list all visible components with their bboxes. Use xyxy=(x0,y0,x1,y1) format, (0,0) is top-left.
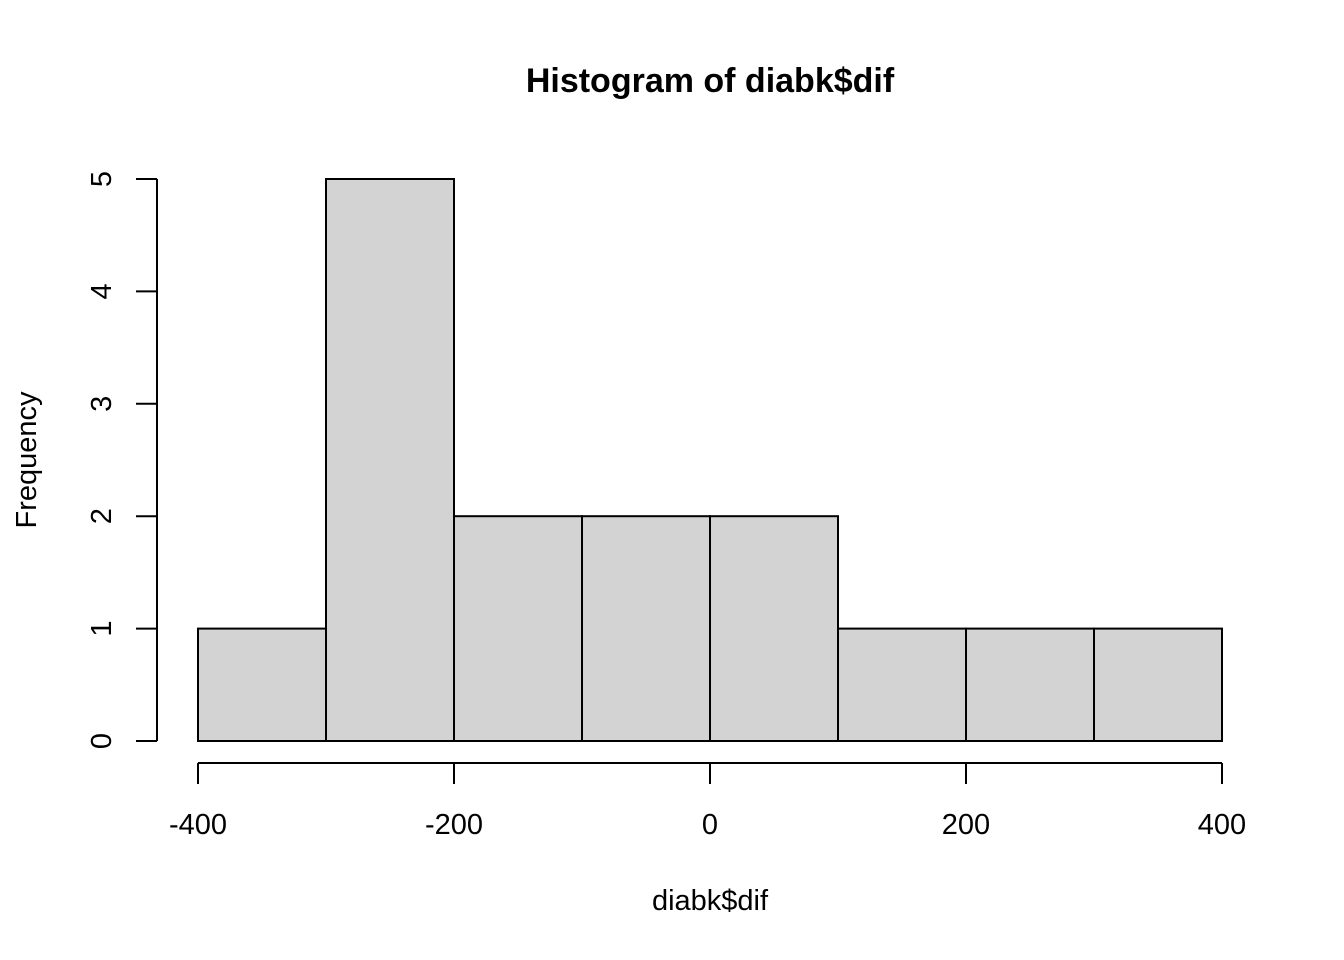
x-tick-label: -200 xyxy=(425,809,483,841)
y-axis: 0 1 2 3 4 5 xyxy=(86,171,158,749)
x-tick-label: 0 xyxy=(702,809,718,841)
histogram-bar-6 xyxy=(837,627,967,742)
x-tick-label: 200 xyxy=(942,809,990,841)
x-axis-label: diabk$dif xyxy=(652,885,769,917)
x-tick-label: 400 xyxy=(1198,809,1246,841)
histogram-bar-1 xyxy=(197,627,327,742)
bars-group xyxy=(197,178,1223,743)
y-tick-label: 4 xyxy=(86,283,118,299)
histogram-bar-5 xyxy=(709,515,839,743)
y-tick-label: 0 xyxy=(86,733,118,749)
x-tick-label: -400 xyxy=(169,809,227,841)
chart-title: Histogram of diabk$dif xyxy=(526,62,895,100)
y-tick-label: 1 xyxy=(86,621,118,637)
y-axis-label: Frequency xyxy=(11,391,43,529)
histogram-bar-7 xyxy=(965,627,1095,742)
y-tick-label: 3 xyxy=(86,396,118,412)
histogram-bar-2 xyxy=(325,178,455,742)
x-axis: -400 -200 0 200 400 xyxy=(169,762,1246,841)
histogram-bar-4 xyxy=(581,515,711,743)
y-tick-label: 2 xyxy=(86,508,118,524)
y-tick-label: 5 xyxy=(86,171,118,187)
histogram-bar-3 xyxy=(453,515,583,743)
histogram-bar-8 xyxy=(1093,627,1223,742)
